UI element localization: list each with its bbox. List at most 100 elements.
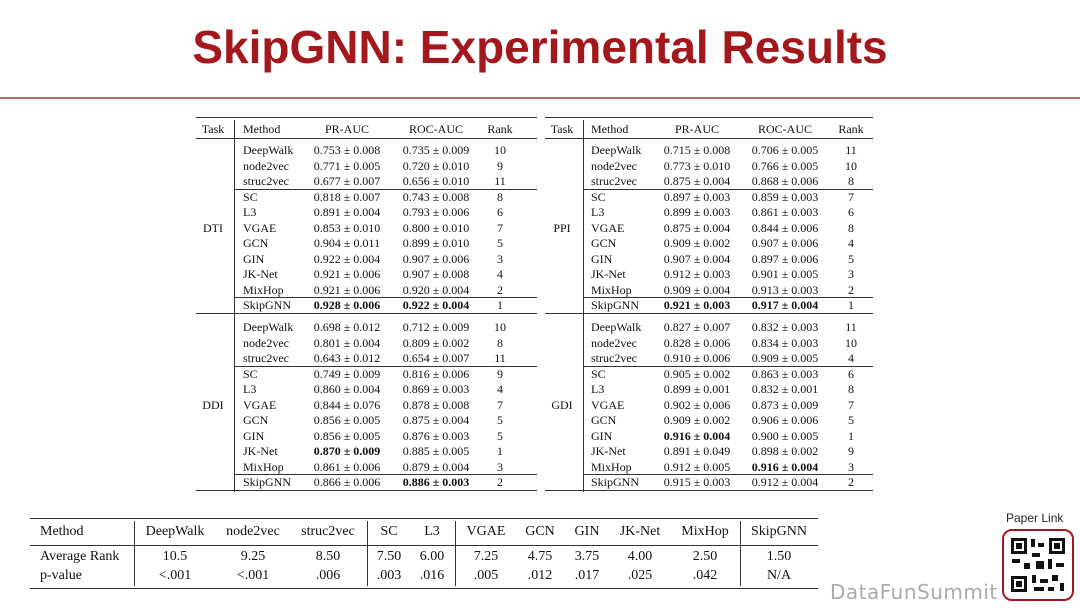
rank-cell: 5 [848, 413, 854, 427]
method-cell: JK-Net [591, 267, 626, 281]
summary-header: Method [40, 524, 84, 539]
roc-auc-cell: 0.897 ± 0.006 [751, 251, 819, 266]
rank-cell: 1 [497, 298, 503, 312]
method-cell: L3 [243, 382, 257, 396]
rank-cell: 10 [845, 158, 857, 173]
task-label: DDI [202, 397, 224, 412]
method-cell: VGAE [243, 220, 277, 235]
v-rule [234, 120, 235, 492]
pr-auc-cell: 0.771 ± 0.005 [313, 158, 381, 173]
pr-auc-cell: 0.860 ± 0.004 [313, 382, 381, 396]
pr-auc-cell: 0.677 ± 0.007 [313, 174, 381, 188]
summary-cell: 3.75 [574, 549, 600, 564]
rank-cell: 5 [848, 251, 854, 266]
pr-auc-cell: 0.899 ± 0.003 [663, 205, 731, 219]
method-cell: SkipGNN [591, 475, 640, 489]
rank-cell: 11 [845, 320, 857, 334]
method-cell: DeepWalk [591, 143, 642, 157]
pr-auc-cell: 0.891 ± 0.049 [663, 444, 731, 458]
method-cell: DeepWalk [243, 320, 294, 334]
rank-cell: 3 [497, 251, 503, 266]
roc-auc-cell: 0.809 ± 0.002 [402, 335, 470, 350]
summary-header: JK-Net [619, 524, 661, 539]
rank-cell: 9 [497, 366, 503, 381]
summary-header: L3 [424, 524, 440, 539]
summary-cell: 4.75 [527, 549, 553, 564]
method-cell: VGAE [243, 397, 277, 412]
pr-auc-cell: 0.899 ± 0.001 [663, 382, 731, 396]
roc-auc-cell: 0.656 ± 0.010 [402, 174, 470, 188]
pr-auc-cell: 0.749 ± 0.009 [313, 366, 381, 381]
task-label: PPI [553, 220, 571, 235]
pr-auc-cell: 0.915 ± 0.003 [663, 475, 731, 489]
rank-cell: 6 [497, 205, 503, 219]
method-cell: JK-Net [591, 444, 626, 458]
summary-cell: 8.50 [315, 549, 341, 564]
method-cell: GCN [243, 413, 269, 427]
rank-cell: 7 [497, 220, 503, 235]
pr-auc-cell: 0.928 ± 0.006 [313, 298, 381, 312]
rank-cell: 5 [497, 413, 503, 427]
title: SkipGNN: Experimental Results [192, 21, 888, 73]
pr-auc-cell: 0.909 ± 0.002 [663, 413, 731, 427]
pr-auc-cell: 0.801 ± 0.004 [313, 335, 381, 350]
method-cell: JK-Net [243, 444, 278, 458]
summary-header: SkipGNN [750, 524, 808, 539]
pr-auc-cell: 0.922 ± 0.004 [313, 251, 381, 266]
summary-cell: .042 [692, 568, 718, 583]
pr-auc-cell: 0.828 ± 0.006 [663, 335, 731, 350]
column-header: Task [550, 122, 574, 136]
h-rule [583, 188, 873, 190]
method-cell: GCN [243, 236, 269, 250]
roc-auc-cell: 0.916 ± 0.004 [751, 459, 819, 474]
roc-auc-cell: 0.863 ± 0.003 [751, 366, 819, 381]
h-rule [234, 365, 537, 367]
rank-cell: 11 [845, 143, 857, 157]
column-header: ROC-AUC [757, 122, 813, 136]
method-cell: SC [591, 189, 606, 204]
roc-auc-cell: 0.913 ± 0.003 [751, 282, 819, 297]
rank-cell: 3 [497, 459, 503, 474]
summary-header: struc2vec [301, 524, 355, 539]
rank-cell: 11 [494, 351, 506, 365]
v-rule [455, 521, 456, 586]
rank-cell: 8 [497, 335, 503, 350]
h-rule [545, 489, 873, 491]
pr-auc-cell: 0.907 ± 0.004 [663, 251, 731, 266]
summary-header: node2vec [226, 524, 280, 539]
method-cell: SkipGNN [591, 298, 640, 312]
method-cell: SC [243, 366, 258, 381]
rank-cell: 2 [497, 475, 503, 489]
column-header: Rank [838, 122, 864, 136]
h-rule [196, 312, 537, 314]
summary-header: VGAE [466, 524, 506, 539]
title-rule [0, 97, 1080, 99]
rank-cell: 6 [848, 205, 854, 219]
roc-auc-cell: 0.793 ± 0.006 [402, 205, 470, 219]
column-header: Method [591, 122, 629, 136]
pr-auc-cell: 0.916 ± 0.004 [663, 428, 731, 443]
qr-label: Paper Link [1006, 511, 1064, 525]
column-header: Task [201, 122, 225, 136]
pr-auc-cell: 0.715 ± 0.008 [663, 143, 731, 157]
summary-header: SC [380, 524, 398, 539]
summary-cell: 1.50 [766, 549, 792, 564]
method-cell: struc2vec [243, 351, 289, 365]
roc-auc-cell: 0.907 ± 0.006 [751, 236, 819, 250]
roc-auc-cell: 0.816 ± 0.006 [402, 366, 470, 381]
roc-auc-cell: 0.844 ± 0.006 [751, 220, 819, 235]
rank-cell: 4 [497, 267, 503, 281]
method-cell: SC [243, 189, 258, 204]
method-cell: VGAE [591, 220, 625, 235]
rank-cell: 9 [497, 158, 503, 173]
pr-auc-cell: 0.904 ± 0.011 [313, 236, 381, 250]
roc-auc-cell: 0.900 ± 0.005 [751, 428, 819, 443]
method-cell: node2vec [243, 335, 289, 350]
roc-auc-cell: 0.873 ± 0.009 [751, 397, 819, 412]
method-cell: MixHop [243, 282, 284, 297]
pr-auc-cell: 0.921 ± 0.006 [313, 282, 381, 297]
roc-auc-cell: 0.868 ± 0.006 [751, 174, 819, 188]
summary-cell: N/A [766, 568, 792, 583]
method-cell: node2vec [591, 158, 637, 173]
